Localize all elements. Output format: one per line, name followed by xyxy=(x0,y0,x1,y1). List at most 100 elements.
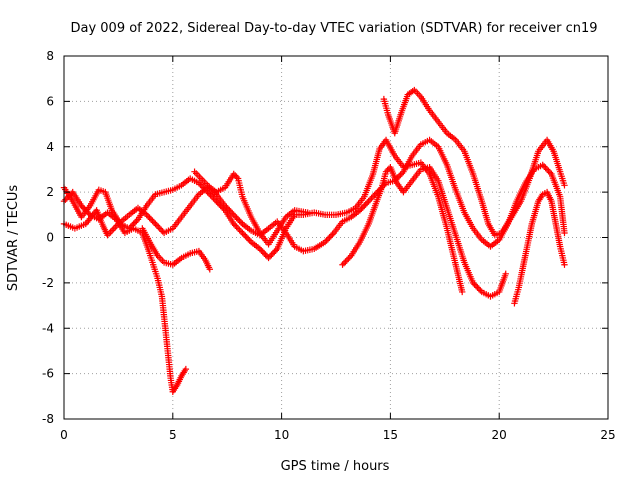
data-point xyxy=(233,173,240,181)
data-point xyxy=(324,235,332,243)
data-point xyxy=(561,229,568,237)
data-point xyxy=(384,166,391,174)
axes: 0 5 10 15 20 25 -8 -6 -4 -2 0 2 4 6 8 xyxy=(42,49,616,442)
data-point xyxy=(227,208,235,215)
data-point xyxy=(561,182,568,189)
x-tick-label: 25 xyxy=(600,428,615,442)
y-tick-label: -4 xyxy=(42,321,54,335)
x-tick-label: 10 xyxy=(274,428,289,442)
data-point xyxy=(545,167,552,175)
data-point xyxy=(259,248,266,256)
y-tick-label: 2 xyxy=(46,185,54,199)
data-point xyxy=(197,181,204,188)
data-point xyxy=(62,196,69,203)
data-point xyxy=(382,168,390,175)
y-tick-label: -8 xyxy=(42,412,54,426)
y-tick-label: 0 xyxy=(46,231,54,245)
data-point xyxy=(66,191,74,199)
series-track-2 xyxy=(60,136,568,255)
series-track-7 xyxy=(380,86,568,239)
data-point xyxy=(343,256,351,264)
data-point xyxy=(231,222,239,229)
data-point xyxy=(258,247,265,254)
data-point xyxy=(237,228,245,235)
data-point xyxy=(546,169,554,176)
data-point xyxy=(107,228,114,236)
chart-title: Day 009 of 2022, Sidereal Day-to-day VTE… xyxy=(70,21,597,36)
data-point xyxy=(110,225,117,232)
data-point xyxy=(342,258,349,265)
data-point xyxy=(474,284,481,291)
data-point xyxy=(231,213,239,220)
data-point xyxy=(195,179,203,187)
data-point xyxy=(128,222,136,229)
data-point xyxy=(363,199,371,206)
data-point xyxy=(230,170,237,178)
data-point xyxy=(236,226,243,234)
series-track-1 xyxy=(60,136,466,296)
data-point xyxy=(368,194,375,202)
data-point xyxy=(477,287,484,294)
data-point xyxy=(346,253,353,261)
data-point xyxy=(365,198,372,205)
data-point xyxy=(260,250,268,257)
data-point xyxy=(223,204,230,211)
data-point xyxy=(329,231,336,238)
series-track-6 xyxy=(339,163,509,300)
data-point xyxy=(221,202,229,209)
series-track-8 xyxy=(511,188,568,307)
data-point xyxy=(345,255,352,262)
data-point xyxy=(323,237,330,244)
data-point xyxy=(271,248,278,256)
y-axis-label: SDTVAR / TECUs xyxy=(6,185,21,292)
y-tick-label: 6 xyxy=(46,94,54,108)
data-point xyxy=(153,222,161,229)
data-point xyxy=(358,205,365,212)
data-point xyxy=(234,225,242,232)
x-tick-label: 0 xyxy=(60,428,68,442)
data-point xyxy=(236,217,243,225)
series-track-4 xyxy=(139,225,213,273)
series-track-5 xyxy=(191,168,311,248)
data-point xyxy=(397,171,404,178)
x-tick-label: 15 xyxy=(383,428,398,442)
data-point xyxy=(108,227,116,234)
data-point xyxy=(469,279,477,287)
data-point xyxy=(540,163,548,170)
data-point xyxy=(242,232,249,240)
data-point xyxy=(246,237,253,244)
data-point xyxy=(211,196,219,203)
data-point xyxy=(542,164,549,172)
data-point xyxy=(224,205,232,212)
data-point xyxy=(266,253,274,260)
data-point xyxy=(208,193,216,200)
data-point xyxy=(144,213,152,220)
data-point xyxy=(361,202,368,209)
data-point xyxy=(475,285,483,293)
data-point xyxy=(262,251,269,259)
data-point xyxy=(233,214,240,222)
data-point xyxy=(156,225,163,232)
data-point xyxy=(459,288,466,296)
data-point xyxy=(231,172,239,179)
data-point xyxy=(327,232,335,240)
data-point xyxy=(539,161,546,169)
data-point xyxy=(63,194,71,202)
data-point xyxy=(149,217,156,225)
y-tick-label: 4 xyxy=(46,140,54,154)
data-point xyxy=(369,193,377,200)
data-point xyxy=(356,207,364,214)
data-point xyxy=(321,238,329,246)
data-point xyxy=(81,205,88,212)
data-point xyxy=(272,247,279,254)
data-point xyxy=(472,282,480,290)
data-point xyxy=(79,204,87,211)
y-tick-label: 8 xyxy=(46,49,54,63)
data-point xyxy=(157,226,165,234)
data-point xyxy=(340,260,348,267)
data-point xyxy=(150,219,158,226)
data-point xyxy=(359,204,367,211)
data-point xyxy=(234,216,242,223)
x-axis-label: GPS time / hours xyxy=(281,459,390,474)
